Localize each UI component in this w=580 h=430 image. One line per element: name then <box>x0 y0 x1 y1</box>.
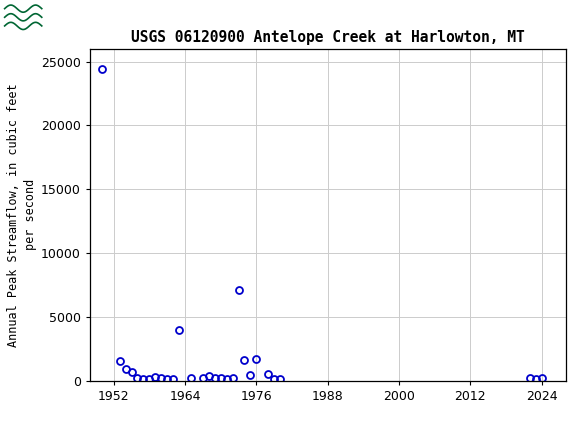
Y-axis label: Annual Peak Streamflow, in cubic feet
per second: Annual Peak Streamflow, in cubic feet pe… <box>7 83 37 347</box>
Title: USGS 06120900 Antelope Creek at Harlowton, MT: USGS 06120900 Antelope Creek at Harlowto… <box>131 30 524 45</box>
Text: USGS: USGS <box>50 9 110 28</box>
Bar <box>3 3 43 33</box>
